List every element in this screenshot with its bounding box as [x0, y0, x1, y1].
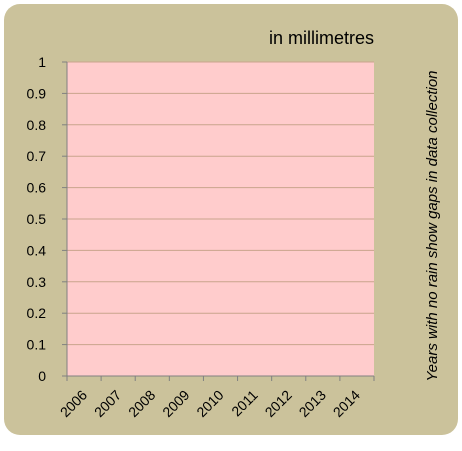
y-tick-label: 0.3 — [27, 274, 47, 290]
y-tick-label: 0.5 — [27, 211, 47, 227]
y-tick-label: 0.2 — [27, 305, 47, 321]
y-tick-label: 0.8 — [27, 117, 47, 133]
gridlines — [67, 61, 374, 346]
y-tick-label: 0.4 — [27, 242, 47, 258]
y-tick-label: 1 — [38, 54, 46, 70]
y-tick-label: 0.1 — [27, 337, 47, 353]
y-tick-label: 0.6 — [27, 180, 47, 196]
side-note: Years with no rain show gaps in data col… — [424, 70, 441, 381]
y-axis: 0 0.1 0.2 0.3 0.4 0.5 0.6 0.7 0.8 0.9 1 — [27, 54, 68, 384]
y-tick-label: 0.9 — [27, 85, 47, 101]
y-tick-label: 0 — [38, 368, 46, 384]
y-tick-label: 0.7 — [27, 148, 47, 164]
unit-label: in millimetres — [269, 28, 374, 48]
